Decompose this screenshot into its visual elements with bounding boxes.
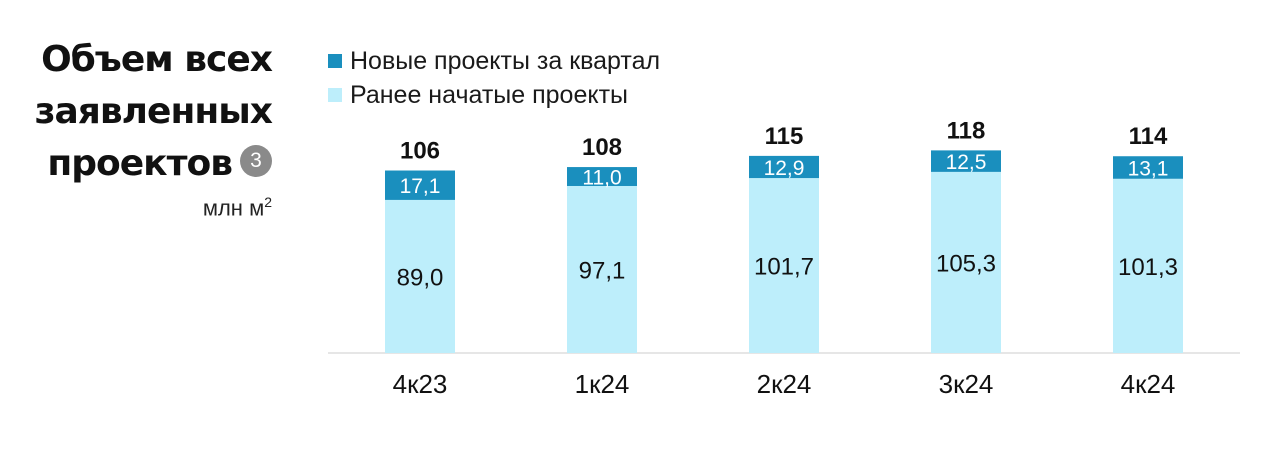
data-label-new-1: 11,0	[582, 167, 621, 190]
bar-previous-4	[1113, 178, 1183, 353]
legend-label-previous: Ранее начатые проекты	[350, 80, 629, 109]
data-label-previous-3: 105,3	[936, 250, 996, 277]
data-label-new-2: 12,9	[764, 157, 805, 180]
x-tick-label-1: 1к24	[575, 369, 630, 399]
bar-previous-1	[567, 185, 637, 353]
bar-previous-3	[931, 171, 1001, 353]
unit-label: млн м2	[20, 194, 272, 221]
data-label-previous-0: 89,0	[397, 264, 444, 291]
bar-new-2	[749, 155, 819, 179]
data-label-previous-4: 101,3	[1118, 254, 1178, 281]
legend-item-new: Новые проекты за квартал	[328, 44, 660, 78]
bar-new-3	[931, 150, 1001, 172]
total-label-2: 115	[765, 123, 804, 150]
data-label-new-0: 17,1	[400, 175, 441, 198]
total-label-4: 114	[1129, 123, 1168, 150]
title-line-3: проектов	[47, 143, 233, 184]
unit-text: млн м	[202, 195, 265, 221]
bar-new-0	[385, 170, 455, 200]
x-tick-label-3: 3к24	[939, 369, 994, 399]
title-line-2: заявленных	[34, 91, 273, 132]
x-tick-label-0: 4к23	[393, 369, 448, 399]
data-label-new-4: 13,1	[1128, 157, 1169, 180]
legend: Новые проекты за квартал Ранее начатые п…	[328, 44, 660, 112]
chart-title: Объем всех заявленных проектов 3 млн м2	[20, 34, 273, 221]
title-line-1: Объем всех	[41, 39, 273, 80]
bar-new-4	[1113, 156, 1183, 179]
legend-label-new: Новые проекты за квартал	[350, 46, 661, 75]
legend-swatch-previous	[328, 88, 342, 102]
bar-previous-2	[749, 178, 819, 353]
title-line-3-wrap: проектов 3	[20, 138, 272, 190]
total-label-3: 118	[947, 117, 986, 144]
bar-previous-0	[385, 199, 455, 353]
x-tick-label-4: 4к24	[1121, 369, 1176, 399]
data-label-previous-1: 97,1	[579, 257, 626, 284]
legend-swatch-new	[328, 54, 342, 68]
legend-item-previous: Ранее начатые проекты	[328, 78, 660, 112]
total-label-0: 106	[400, 138, 440, 165]
footnote-badge: 3	[240, 145, 272, 177]
x-tick-label-2: 2к24	[757, 369, 812, 399]
data-label-previous-2: 101,7	[754, 254, 814, 281]
bar-new-1	[567, 167, 637, 186]
data-label-new-3: 12,5	[946, 151, 987, 174]
unit-superscript: 2	[264, 194, 272, 210]
total-label-1: 108	[582, 134, 622, 161]
